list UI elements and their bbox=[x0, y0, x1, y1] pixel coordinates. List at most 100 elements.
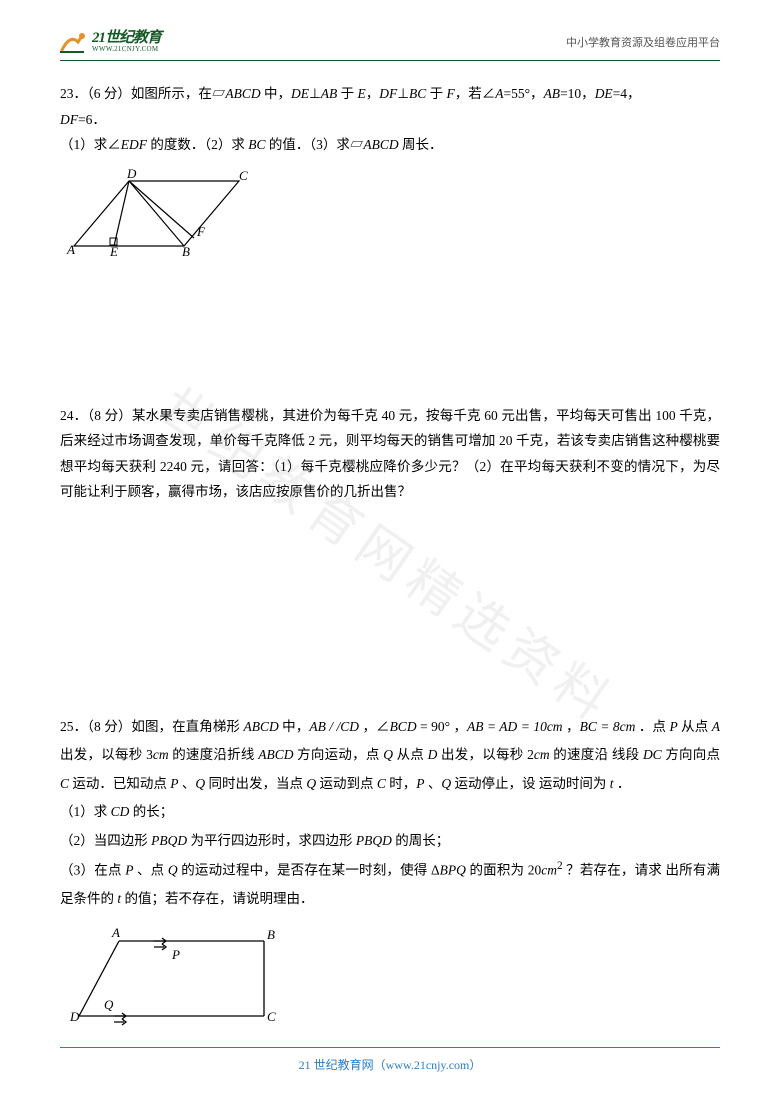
t: DF bbox=[60, 112, 78, 127]
t: A bbox=[712, 719, 720, 734]
spacer bbox=[60, 533, 720, 713]
problem-25: 25．（8 分）如图，在直角梯形 ABCD 中，AB / /CD ，∠BCD =… bbox=[60, 713, 720, 1040]
t: 运动时间为 bbox=[539, 776, 610, 791]
logo-icon bbox=[60, 30, 88, 54]
t: 于 bbox=[337, 86, 357, 101]
t: = 90° ， bbox=[417, 719, 467, 734]
problem-23-figure: D C A E B F bbox=[64, 166, 720, 265]
t: 中， bbox=[279, 719, 310, 734]
header-right-text: 中小学教育资源及组卷应用平台 bbox=[566, 34, 720, 50]
t: P bbox=[416, 776, 424, 791]
t: （1）求∠ bbox=[60, 137, 121, 152]
t: cm bbox=[541, 862, 557, 877]
fig-label-Q: Q bbox=[104, 997, 114, 1012]
logo-sub-text: WWW.21CNJY.COM bbox=[92, 46, 161, 53]
t: 同时出发，当点 bbox=[205, 776, 306, 791]
fig-label-D: D bbox=[126, 166, 137, 181]
problem-25-text: 25．（8 分）如图，在直角梯形 ABCD 中，AB / /CD ，∠BCD =… bbox=[60, 713, 720, 913]
t: Q bbox=[168, 862, 178, 877]
fig-label-C: C bbox=[239, 168, 248, 183]
t: F bbox=[447, 86, 455, 101]
t: ABCD bbox=[225, 86, 260, 101]
t: DE bbox=[595, 86, 613, 101]
t: =10， bbox=[560, 86, 595, 101]
footer-text: 21 世纪教育网（www.21cnjy.com） bbox=[299, 1058, 482, 1072]
t: DC bbox=[643, 747, 662, 762]
t: 出发，以每秒 3 bbox=[60, 747, 153, 762]
t: 从点 bbox=[393, 747, 428, 762]
t: 23．（6 分）如图所示，在▱ bbox=[60, 86, 225, 101]
t: 时， bbox=[386, 776, 416, 791]
problem-25-figure: A B C D P Q bbox=[64, 921, 720, 1040]
t: AB / /CD bbox=[309, 719, 359, 734]
t: CD bbox=[111, 804, 130, 819]
t: ABCD bbox=[258, 747, 293, 762]
logo-main-text: 21世纪教育 bbox=[92, 31, 161, 46]
t: =6． bbox=[78, 112, 106, 127]
t: 、 bbox=[179, 776, 196, 791]
fig-label-F: F bbox=[196, 224, 206, 239]
t: 方向向点 bbox=[662, 747, 720, 762]
t: C bbox=[377, 776, 386, 791]
fig-label-E: E bbox=[109, 244, 118, 256]
site-logo: 21世纪教育 WWW.21CNJY.COM bbox=[60, 30, 161, 54]
t: 的面积为 20 bbox=[466, 862, 541, 877]
t: （3）在点 bbox=[60, 862, 125, 877]
t: Q bbox=[195, 776, 205, 791]
t: 运动停止，设 bbox=[451, 776, 535, 791]
fig-label-B: B bbox=[182, 244, 190, 256]
t: =55°， bbox=[504, 86, 544, 101]
t: P bbox=[170, 776, 178, 791]
t: ⊥ bbox=[309, 86, 321, 101]
t: 、 bbox=[425, 776, 442, 791]
t: Q bbox=[441, 776, 451, 791]
t: 25．（8 分）如图，在直角梯形 bbox=[60, 719, 243, 734]
t: AB bbox=[544, 86, 561, 101]
t: 运动到点 bbox=[316, 776, 377, 791]
t: 运动．已知动点 bbox=[69, 776, 170, 791]
t: 的值．（3）求▱ bbox=[266, 137, 364, 152]
t: BCD bbox=[390, 719, 417, 734]
t: E bbox=[358, 86, 366, 101]
t: BC = 8cm bbox=[580, 719, 636, 734]
t: Q bbox=[383, 747, 393, 762]
t: 于 bbox=[426, 86, 446, 101]
fig-label-C: C bbox=[267, 1009, 276, 1024]
t: ． bbox=[614, 776, 631, 791]
page-header: 21世纪教育 WWW.21CNJY.COM 中小学教育资源及组卷应用平台 bbox=[60, 30, 720, 61]
logo-text-block: 21世纪教育 WWW.21CNJY.COM bbox=[92, 31, 161, 53]
fig-label-P: P bbox=[171, 947, 180, 962]
t: 的周长； bbox=[392, 833, 449, 848]
t: 为平行四边形时，求四边形 bbox=[187, 833, 356, 848]
t: =4， bbox=[613, 86, 641, 101]
t: 中， bbox=[261, 86, 291, 101]
problem-23: 23．（6 分）如图所示，在▱ABCD 中，DE⊥AB 于 E，DF⊥BC 于 … bbox=[60, 81, 720, 265]
t: 的速度沿折线 bbox=[169, 747, 259, 762]
t: 的度数．（2）求 bbox=[147, 137, 248, 152]
t: BC bbox=[248, 137, 265, 152]
t: 出发，以每秒 2 bbox=[437, 747, 533, 762]
t: ？若存在，请求 bbox=[563, 862, 662, 877]
t: 周长． bbox=[399, 137, 443, 152]
t: ．点 bbox=[635, 719, 666, 734]
t: ，∠ bbox=[359, 719, 390, 734]
t: 从点 bbox=[678, 719, 712, 734]
problem-23-text: 23．（6 分）如图所示，在▱ABCD 中，DE⊥AB 于 E，DF⊥BC 于 … bbox=[60, 81, 720, 158]
t: ABCD bbox=[363, 137, 398, 152]
t: D bbox=[428, 747, 438, 762]
t: 的运动过程中，是否存在某一时刻，使得 Δ bbox=[178, 862, 440, 877]
t: cm bbox=[153, 747, 169, 762]
t: Q bbox=[306, 776, 316, 791]
t: PBQD bbox=[151, 833, 187, 848]
fig-label-D: D bbox=[69, 1009, 80, 1024]
t: PBQD bbox=[356, 833, 392, 848]
t: P bbox=[669, 719, 677, 734]
t: DE bbox=[291, 86, 309, 101]
t: 的长； bbox=[129, 804, 173, 819]
t: ，若∠ bbox=[455, 86, 496, 101]
t: BPQ bbox=[440, 862, 466, 877]
t: 线段 bbox=[612, 747, 643, 762]
t: （2）当四边形 bbox=[60, 833, 151, 848]
fig-label-A: A bbox=[66, 242, 75, 256]
t: EDF bbox=[121, 137, 147, 152]
